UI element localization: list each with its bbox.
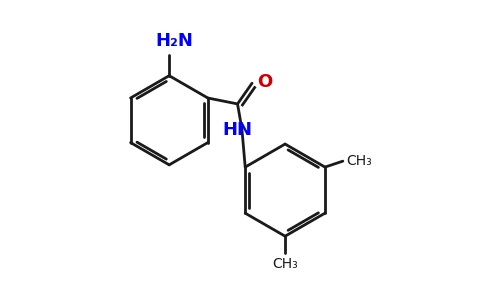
Text: O: O: [257, 73, 272, 91]
Text: HN: HN: [223, 121, 253, 139]
Text: CH₃: CH₃: [346, 154, 372, 168]
Text: CH₃: CH₃: [272, 257, 298, 271]
Text: H₂N: H₂N: [156, 32, 194, 50]
